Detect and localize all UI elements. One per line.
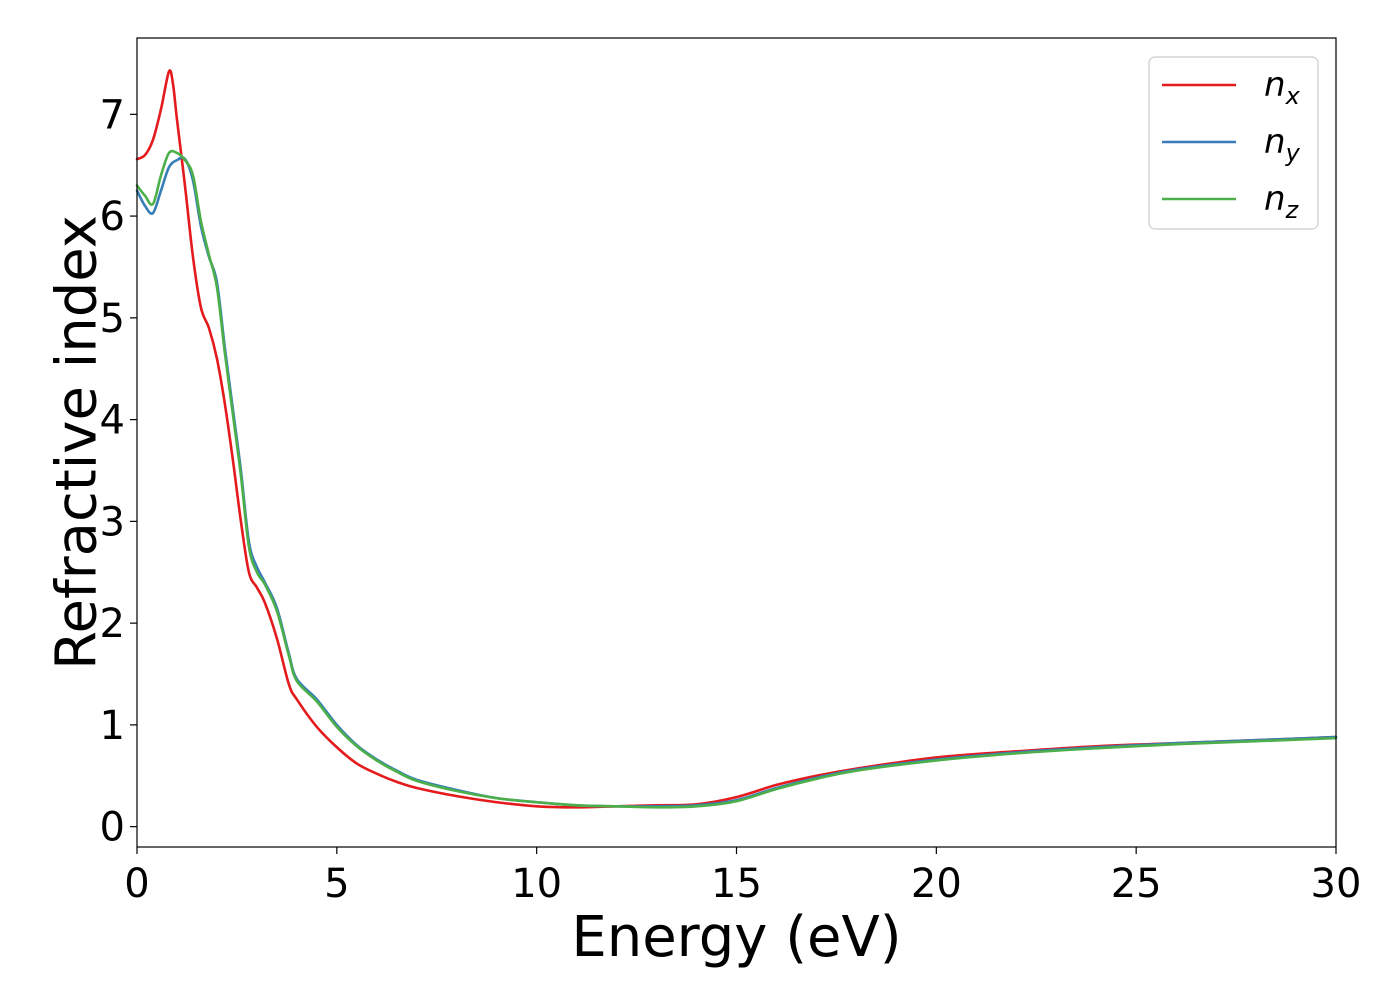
legend-label: nx	[1264, 65, 1301, 110]
legend-label: nz	[1264, 179, 1300, 224]
y-tick-label: 1	[100, 703, 125, 749]
x-tick-label: 30	[1311, 861, 1362, 907]
x-tick-label: 15	[711, 861, 762, 907]
x-tick-label: 20	[911, 861, 962, 907]
y-tick-label: 3	[100, 499, 125, 545]
y-tick-label: 0	[100, 805, 125, 851]
series-line-n-x	[135, 69, 1338, 809]
y-axis-ticks: 0 1 2 3 4 5 6 7	[100, 92, 137, 851]
x-tick-label: 10	[511, 861, 562, 907]
y-tick-label: 7	[100, 92, 125, 138]
legend-label: ny	[1264, 122, 1301, 167]
y-tick-label: 6	[100, 194, 125, 240]
x-axis-ticks: 0 5 10 15 20 25 30	[124, 847, 1361, 907]
y-axis-title: Refractive index	[45, 215, 110, 670]
series-layer	[135, 69, 1338, 809]
series-line-n-y	[135, 156, 1338, 808]
y-tick-label: 5	[100, 296, 125, 342]
series-line-n-z	[135, 149, 1338, 809]
x-tick-label: 0	[124, 861, 149, 907]
x-tick-label: 5	[324, 861, 349, 907]
x-axis-title: Energy (eV)	[571, 905, 901, 970]
y-tick-label: 4	[100, 398, 125, 444]
y-tick-label: 2	[100, 601, 125, 647]
x-tick-label: 25	[1111, 861, 1162, 907]
legend: nx ny nz	[1148, 56, 1319, 230]
